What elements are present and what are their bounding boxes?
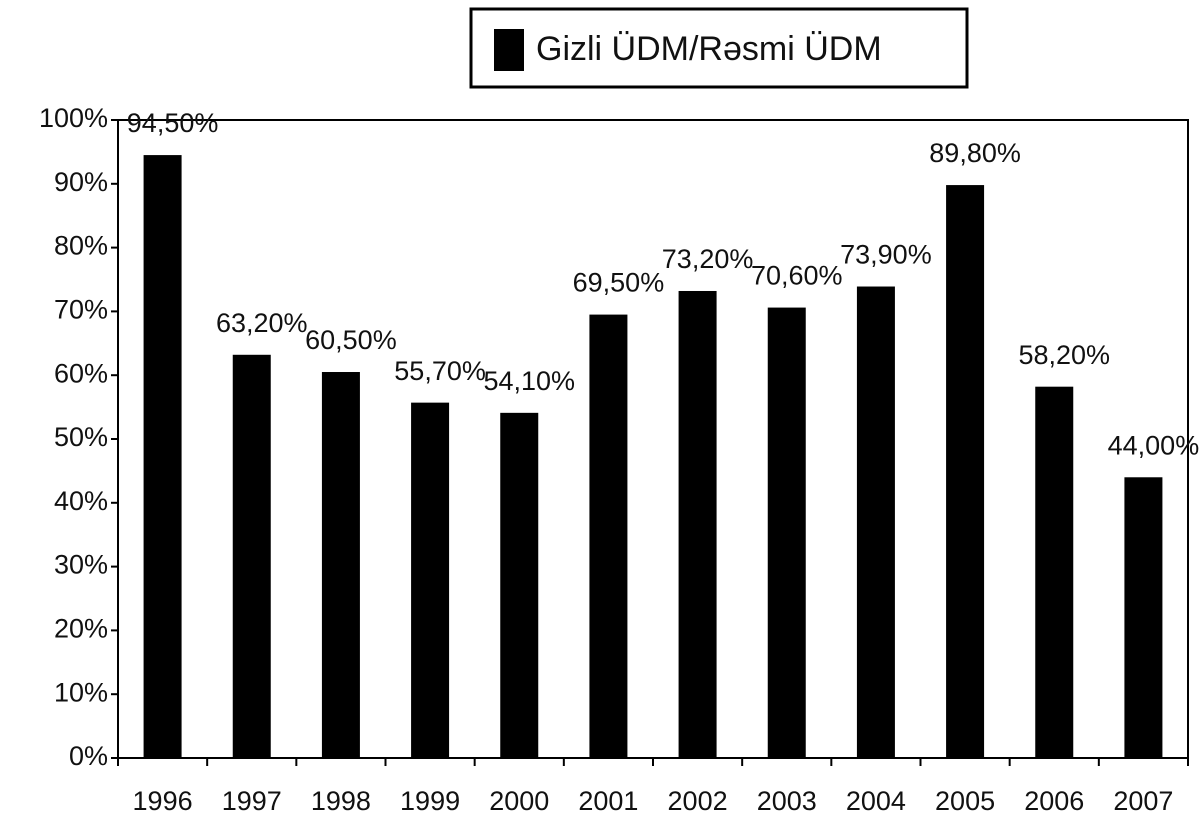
x-tick-label: 2007 bbox=[1113, 786, 1173, 816]
y-tick-label: 80% bbox=[54, 231, 108, 261]
value-label: 94,50% bbox=[127, 108, 219, 138]
value-label: 54,10% bbox=[483, 366, 575, 396]
x-tick-label: 2004 bbox=[846, 786, 906, 816]
bar bbox=[143, 155, 182, 759]
y-tick-label: 90% bbox=[54, 167, 108, 197]
y-tick-label: 10% bbox=[54, 677, 108, 707]
y-tick-label: 40% bbox=[54, 486, 108, 516]
legend-label: Gizli ÜDM/Rəsmi ÜDM bbox=[536, 30, 882, 68]
bar bbox=[232, 354, 271, 758]
value-label: 89,80% bbox=[929, 138, 1021, 168]
x-tick-label: 2002 bbox=[668, 786, 728, 816]
bar bbox=[946, 185, 985, 759]
y-tick-label: 70% bbox=[54, 295, 108, 325]
x-tick-label: 1997 bbox=[222, 786, 282, 816]
value-label: 73,90% bbox=[840, 240, 932, 270]
y-tick-label: 30% bbox=[54, 550, 108, 580]
x-tick-label: 1996 bbox=[133, 786, 193, 816]
x-tick-label: 2000 bbox=[489, 786, 549, 816]
x-tick-label: 2005 bbox=[935, 786, 995, 816]
value-label: 58,20% bbox=[1018, 340, 1110, 370]
value-label: 55,70% bbox=[394, 356, 486, 386]
value-label: 63,20% bbox=[216, 308, 308, 338]
bar bbox=[500, 412, 539, 758]
x-tick-label: 1998 bbox=[311, 786, 371, 816]
x-tick-label: 2006 bbox=[1024, 786, 1084, 816]
plot-frame bbox=[117, 119, 1189, 759]
value-label: 70,60% bbox=[751, 261, 843, 291]
y-tick-label: 50% bbox=[54, 422, 108, 452]
legend-box bbox=[469, 7, 969, 89]
y-tick-label: 20% bbox=[54, 614, 108, 644]
x-tick-label: 2003 bbox=[757, 786, 817, 816]
y-tick-label: 100% bbox=[39, 103, 108, 133]
legend-swatch bbox=[494, 29, 524, 71]
bar bbox=[678, 290, 717, 758]
bar bbox=[411, 402, 450, 758]
x-tick-label: 2001 bbox=[578, 786, 638, 816]
x-tick-label: 1999 bbox=[400, 786, 460, 816]
value-label: 73,20% bbox=[662, 244, 754, 274]
y-tick-label: 60% bbox=[54, 358, 108, 388]
bar bbox=[767, 307, 806, 758]
value-label: 69,50% bbox=[573, 268, 665, 298]
bar bbox=[1124, 477, 1163, 758]
bar bbox=[856, 286, 895, 758]
bar bbox=[1035, 386, 1074, 758]
y-tick-label: 0% bbox=[69, 741, 108, 771]
value-label: 60,50% bbox=[305, 325, 397, 355]
bar bbox=[589, 314, 628, 758]
value-label: 44,00% bbox=[1108, 430, 1200, 460]
bar bbox=[321, 372, 360, 758]
